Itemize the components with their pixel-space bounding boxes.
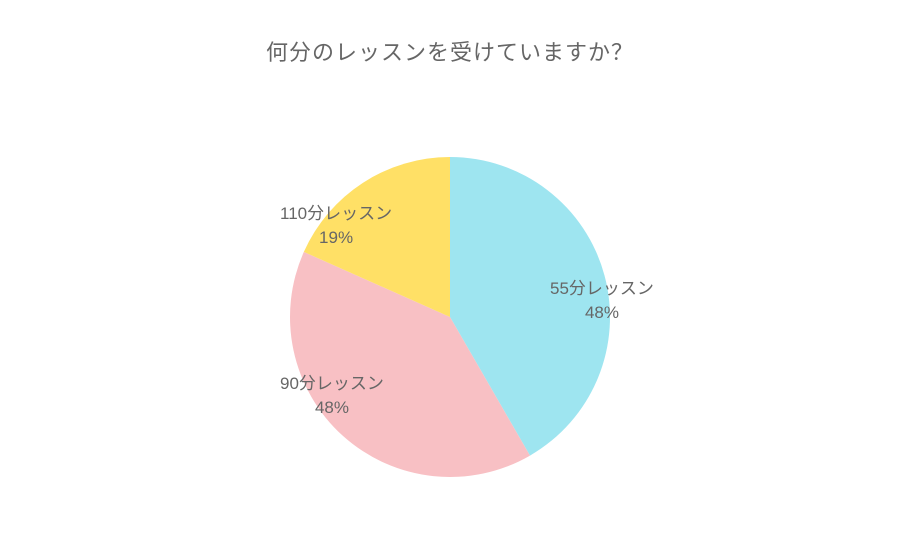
slice-label-0: 55分レッスン 48% [550, 277, 654, 325]
slice-label-text: 110分レッスン [280, 204, 392, 223]
slice-label-2: 110分レッスン 19% [280, 202, 392, 250]
slice-label-percent: 19% [280, 226, 392, 250]
slice-label-1: 90分レッスン 48% [280, 372, 384, 420]
slice-label-percent: 48% [280, 396, 384, 420]
chart-title: 何分のレッスンを受けていますか？ [266, 35, 634, 67]
slice-label-text: 55分レッスン [550, 279, 654, 298]
slice-label-percent: 48% [550, 301, 654, 325]
pie-chart-container: 55分レッスン 48% 90分レッスン 48% 110分レッスン 19% [150, 117, 750, 517]
slice-label-text: 90分レッスン [280, 374, 384, 393]
